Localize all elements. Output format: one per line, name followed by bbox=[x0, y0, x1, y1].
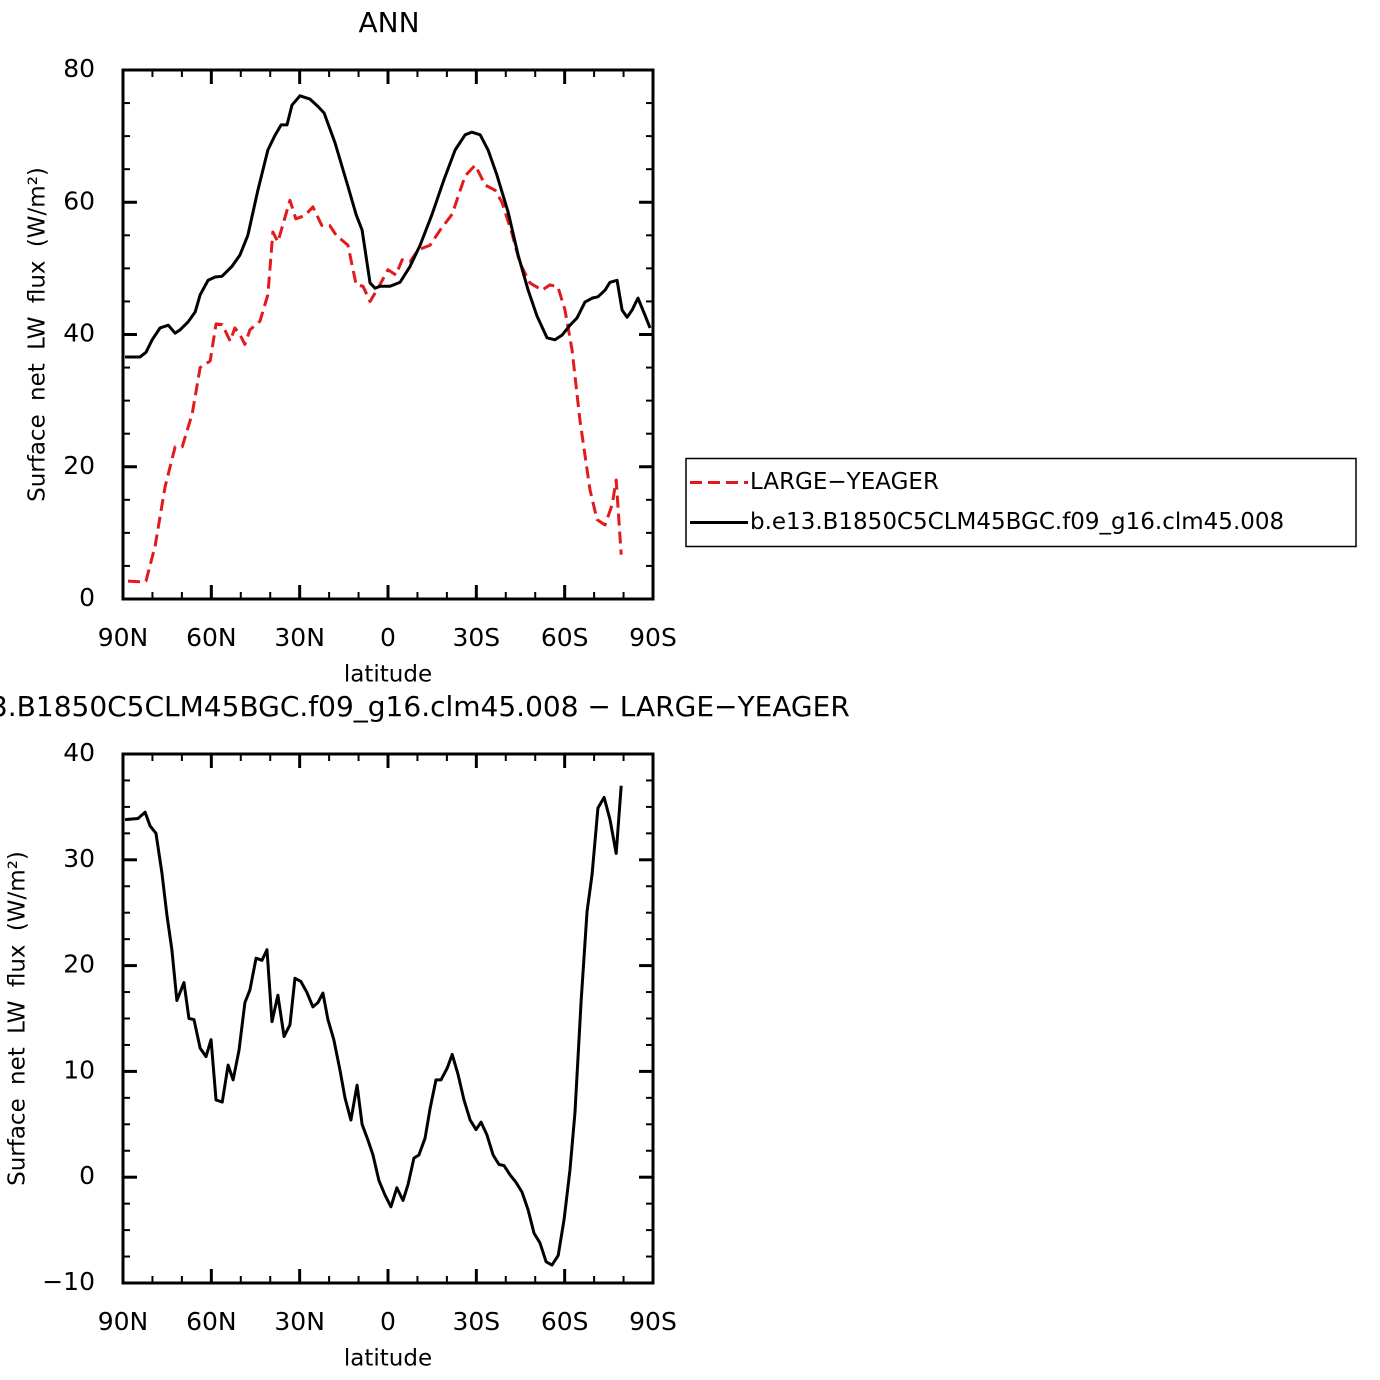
y-tick-label: 0 bbox=[79, 1161, 95, 1190]
data-line bbox=[127, 163, 623, 584]
x-tick-label: 90S bbox=[629, 1307, 677, 1336]
y-tick-label: −10 bbox=[42, 1267, 95, 1296]
y-tick-label: 40 bbox=[63, 319, 95, 348]
x-tick-label: 30N bbox=[274, 623, 325, 652]
y-tick-label: 0 bbox=[79, 583, 95, 612]
chart-title: ANN bbox=[358, 6, 419, 39]
x-tick-label: 90S bbox=[629, 623, 677, 652]
x-tick-label: 30S bbox=[452, 623, 500, 652]
x-tick-label: 60S bbox=[541, 623, 589, 652]
data-line bbox=[125, 94, 652, 359]
y-tick-label: 40 bbox=[63, 738, 95, 767]
chart-title: b.e13.B1850C5CLM45BGC.f09_g16.clm45.008 … bbox=[0, 690, 850, 723]
plot-frame bbox=[121, 68, 655, 601]
x-tick-label: 0 bbox=[380, 1307, 396, 1336]
x-axis-label: latitude bbox=[344, 1346, 432, 1372]
x-tick-label: 60S bbox=[541, 1307, 589, 1336]
y-axis-label: Surface net LW flux (W/m²) bbox=[5, 851, 31, 1186]
y-tick-label: 20 bbox=[63, 950, 95, 979]
x-tick-label: 0 bbox=[380, 623, 396, 652]
legend-label: LARGE−YEAGER bbox=[750, 469, 939, 495]
y-tick-label: 30 bbox=[63, 844, 95, 873]
y-axis-label: Surface net LW flux (W/m²) bbox=[25, 167, 51, 502]
y-tick-label: 10 bbox=[63, 1055, 95, 1084]
x-tick-label: 60N bbox=[186, 623, 237, 652]
x-tick-label: 90N bbox=[98, 1307, 149, 1336]
data-line bbox=[124, 785, 623, 1267]
x-tick-label: 60N bbox=[186, 1307, 237, 1336]
x-axis-label: latitude bbox=[344, 662, 432, 688]
legend-label: b.e13.B1850C5CLM45BGC.f09_g16.clm45.008 bbox=[750, 509, 1284, 535]
y-tick-label: 60 bbox=[63, 186, 95, 215]
y-tick-label: 20 bbox=[63, 451, 95, 480]
x-tick-label: 90N bbox=[98, 623, 149, 652]
legend-box bbox=[685, 457, 1357, 548]
y-tick-label: 80 bbox=[63, 54, 95, 83]
x-tick-label: 30S bbox=[452, 1307, 500, 1336]
x-tick-label: 30N bbox=[274, 1307, 325, 1336]
